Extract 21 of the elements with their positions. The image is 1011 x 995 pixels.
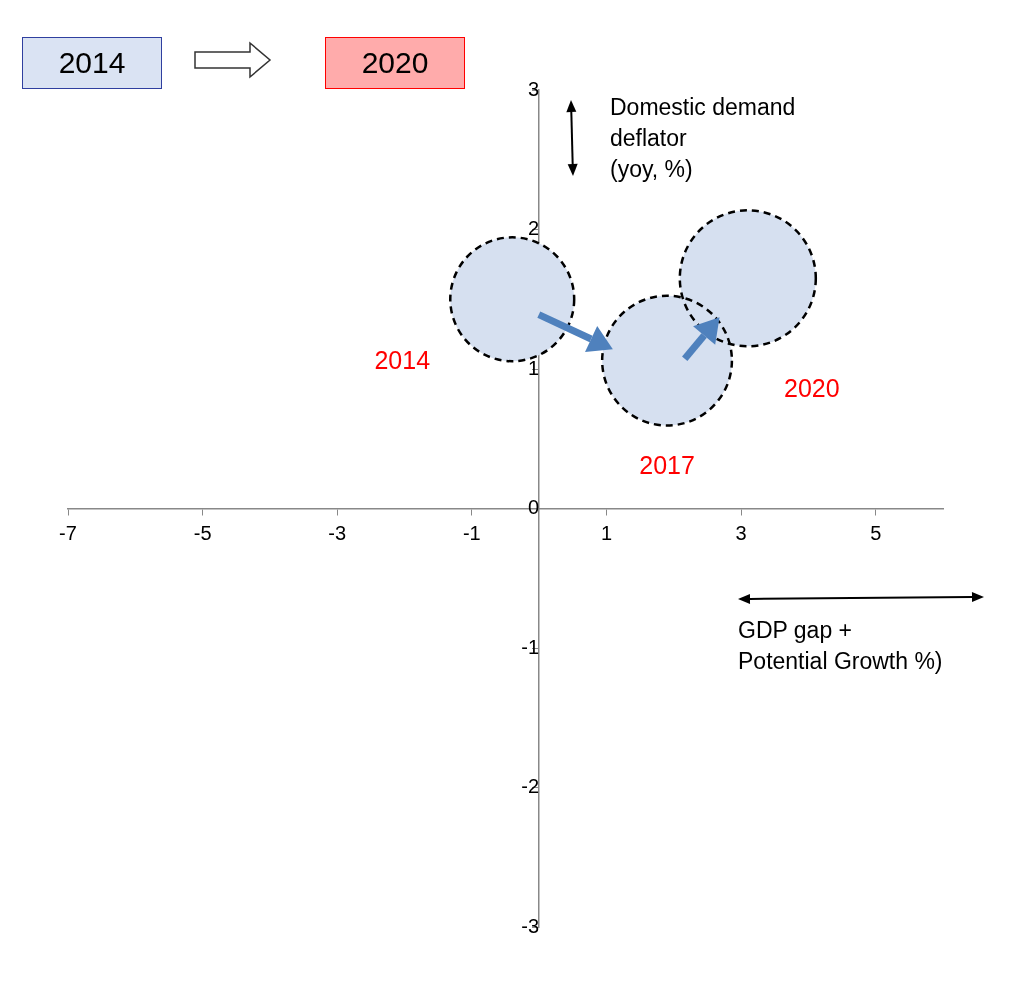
annotation: 2017 xyxy=(639,450,695,479)
x-tick-label: -7 xyxy=(59,522,77,545)
text: 2020 xyxy=(325,37,465,89)
x-axis-title: GDP gap + Potential Growth %) xyxy=(738,616,943,676)
y-tick-label: -1 xyxy=(521,635,540,658)
y-tick-label: 1 xyxy=(528,356,540,379)
y-tick-label: -2 xyxy=(521,775,540,798)
x-tick-label: 3 xyxy=(735,522,747,545)
x-tick-label: -5 xyxy=(193,522,212,545)
x-tick-label: 1 xyxy=(600,522,613,545)
y-tick-label: 0 xyxy=(528,496,540,519)
y-axis-title: Domestic demand deflator (yoy, %) xyxy=(610,93,796,184)
y-tick-label: 2 xyxy=(528,217,540,240)
x-tick-label: -3 xyxy=(328,522,347,545)
x-tick-label: 5 xyxy=(870,522,882,545)
annotation: 2014 xyxy=(374,346,431,375)
y-tick-label: -3 xyxy=(521,914,540,937)
y-tick-label: 3 xyxy=(528,77,540,100)
x-tick-label: -1 xyxy=(462,522,481,545)
text: 2014 xyxy=(22,37,162,89)
annotation: 2020 xyxy=(784,374,840,403)
